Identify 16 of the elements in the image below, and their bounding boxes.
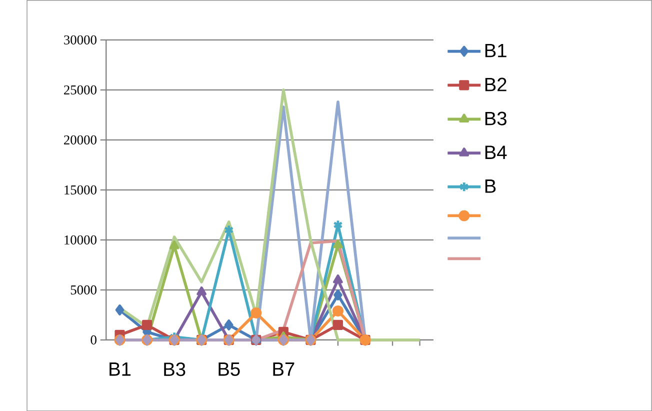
y-tick-label: 15000	[64, 185, 96, 194]
legend-label: B	[485, 179, 496, 193]
y-tick-label: 5000	[70, 285, 96, 294]
x-tick-label: B5	[218, 362, 240, 376]
legend-label: B2	[485, 78, 506, 92]
legend-label: B4	[485, 146, 507, 159]
x-tick-label: B3	[164, 362, 186, 376]
legend-label: B3	[485, 112, 506, 126]
y-tick-label: 30000	[64, 35, 96, 44]
legend-label: B1	[485, 44, 506, 58]
y-tick-label: 0	[90, 335, 96, 344]
y-tick-label: 20000	[64, 135, 96, 144]
x-tick-label: B1	[110, 362, 131, 376]
x-tick-label: B7	[273, 362, 294, 376]
y-tick-label: 25000	[64, 85, 96, 94]
y-tick-label: 10000	[64, 235, 96, 244]
